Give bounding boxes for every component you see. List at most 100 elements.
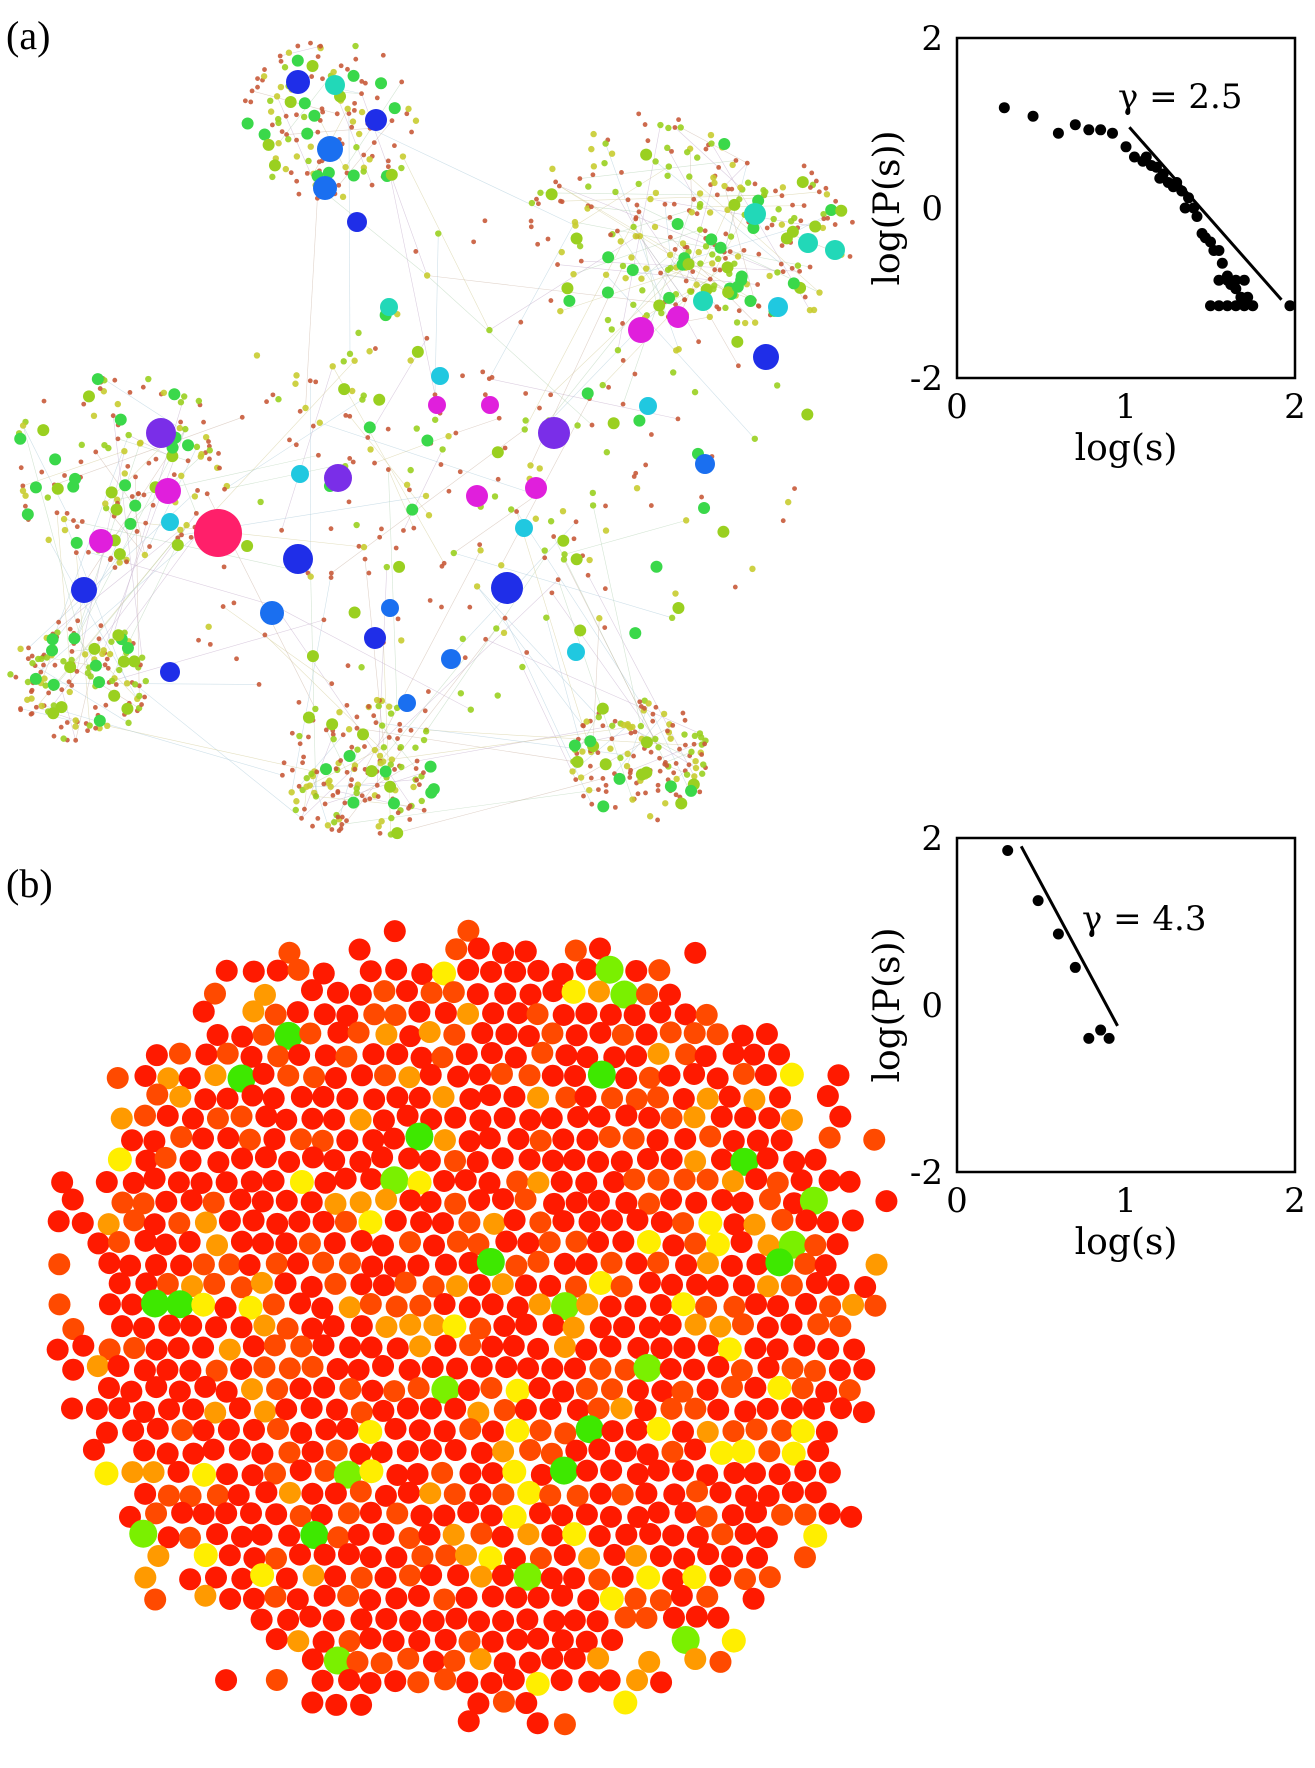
network-node (691, 732, 699, 740)
network-node (284, 132, 289, 137)
network-node (639, 287, 646, 294)
network-node (313, 1003, 336, 1026)
network-node (797, 268, 802, 274)
network-node (633, 470, 639, 476)
network-node (328, 526, 334, 532)
network-node (672, 590, 679, 597)
network-node (717, 267, 723, 273)
network-node (524, 650, 530, 655)
network-node (352, 766, 358, 772)
network-node (557, 307, 564, 315)
network-node (480, 960, 503, 983)
network-node (129, 494, 135, 499)
network-node (198, 451, 205, 458)
network-node (601, 286, 614, 299)
network-node (302, 806, 307, 812)
network-node (620, 721, 627, 729)
network-node (46, 690, 52, 696)
network-node (374, 1064, 397, 1087)
network-node (522, 417, 529, 424)
network-node (388, 814, 395, 822)
network-node (611, 1023, 634, 1046)
network-node (359, 396, 366, 403)
network-node (270, 392, 276, 398)
network-node (274, 1021, 303, 1050)
network-node (756, 251, 762, 257)
network-node (288, 170, 294, 176)
network-node (379, 526, 384, 532)
network-node (180, 393, 188, 400)
hub-node (466, 485, 488, 507)
data-point (1002, 845, 1014, 857)
network-node (535, 241, 541, 247)
network-node (41, 675, 48, 682)
network-node (570, 232, 583, 245)
network-node (692, 757, 699, 765)
network-node (145, 375, 152, 383)
network-node (296, 783, 302, 789)
network-node (444, 1106, 467, 1129)
network-node (543, 614, 550, 621)
network-node (362, 556, 368, 562)
network-node (306, 734, 311, 740)
network-node (217, 1127, 240, 1150)
network-node (751, 319, 759, 326)
network-node (671, 218, 684, 231)
network-node (670, 722, 676, 728)
network-node (145, 1044, 168, 1067)
network-node (595, 713, 602, 721)
network-node (319, 763, 332, 776)
network-node (665, 163, 673, 170)
network-node (354, 746, 361, 753)
network-node (664, 763, 670, 768)
network-node (638, 275, 645, 282)
network-node (248, 99, 254, 105)
network-node (147, 544, 152, 549)
network-node (366, 704, 372, 709)
network-node (706, 1023, 729, 1046)
network-node (710, 1105, 733, 1128)
network-node (363, 1003, 386, 1026)
network-node (435, 230, 442, 237)
network-node (71, 518, 76, 523)
network-node (305, 157, 312, 165)
network-node (54, 510, 60, 516)
network-node (73, 737, 79, 743)
network-node (658, 1064, 681, 1087)
network-node (710, 1148, 733, 1171)
network-node (571, 218, 579, 226)
network-node (507, 1002, 530, 1025)
network-node (196, 637, 201, 643)
network-node (34, 655, 42, 663)
network-node (72, 717, 79, 724)
network-node (371, 746, 379, 754)
network-node (178, 1067, 201, 1090)
network-node (421, 807, 427, 813)
network-node (500, 629, 508, 637)
network-node (82, 390, 95, 403)
network-node (89, 659, 102, 672)
network-node (727, 249, 733, 254)
network-node (385, 164, 391, 170)
network-node (762, 188, 769, 196)
network-node (51, 482, 64, 495)
network-node (823, 191, 831, 198)
network-node (633, 414, 646, 427)
network-node (344, 818, 349, 824)
network-node (407, 357, 414, 364)
network-node (29, 711, 35, 716)
network-node (665, 124, 672, 132)
network-node (553, 179, 559, 185)
network-node (293, 153, 301, 160)
network-node (768, 1043, 791, 1066)
network-node (563, 294, 576, 307)
network-node (565, 1024, 588, 1047)
network-node (600, 723, 606, 729)
network-node (22, 492, 29, 499)
network-node (313, 379, 319, 385)
network-node (536, 201, 541, 207)
network-node (366, 570, 372, 576)
network-node (717, 525, 730, 538)
network-node (339, 822, 345, 827)
